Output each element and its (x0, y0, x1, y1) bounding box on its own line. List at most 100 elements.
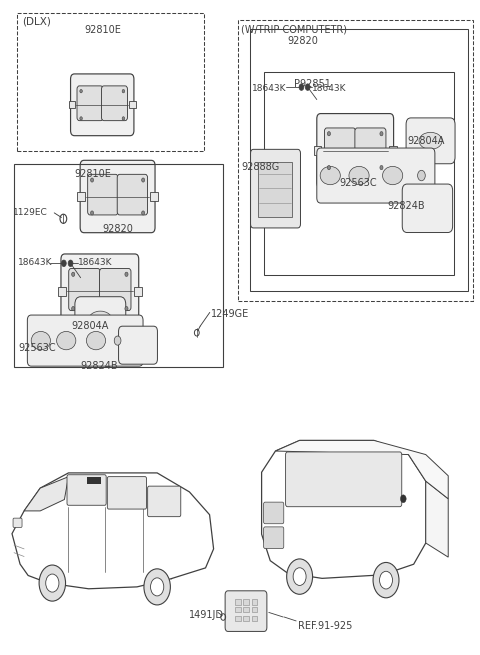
FancyBboxPatch shape (148, 486, 181, 517)
Text: 92824B: 92824B (388, 201, 425, 211)
Text: 18643K: 18643K (252, 84, 286, 93)
Ellipse shape (419, 132, 442, 149)
Polygon shape (426, 481, 448, 557)
Circle shape (327, 166, 331, 170)
Polygon shape (12, 473, 214, 589)
Text: 1491JD: 1491JD (189, 610, 224, 620)
FancyBboxPatch shape (264, 502, 284, 524)
Bar (243, 599, 249, 605)
Circle shape (305, 84, 310, 90)
FancyBboxPatch shape (406, 118, 455, 164)
Circle shape (151, 578, 164, 596)
Bar (130, 102, 135, 108)
Bar (150, 193, 158, 200)
Circle shape (122, 90, 125, 93)
Text: 18643K: 18643K (18, 258, 53, 267)
FancyBboxPatch shape (75, 297, 126, 344)
Polygon shape (276, 440, 448, 499)
Bar (250, 29, 468, 291)
FancyBboxPatch shape (317, 113, 394, 188)
Circle shape (72, 307, 75, 310)
Text: (W/TRIP COMPUTETR): (W/TRIP COMPUTETR) (241, 25, 348, 35)
Circle shape (39, 565, 66, 601)
Circle shape (125, 272, 128, 276)
Ellipse shape (320, 166, 340, 185)
Bar (235, 607, 241, 612)
Circle shape (68, 260, 73, 267)
FancyBboxPatch shape (108, 477, 146, 509)
Circle shape (400, 495, 406, 503)
Circle shape (380, 132, 383, 136)
Bar (252, 616, 257, 621)
Bar (235, 599, 241, 605)
FancyBboxPatch shape (99, 269, 131, 310)
Text: 18643K: 18643K (78, 258, 113, 267)
Bar (389, 147, 396, 155)
Text: 1249GE: 1249GE (211, 309, 250, 319)
Bar (264, 72, 454, 275)
Ellipse shape (31, 331, 50, 350)
FancyBboxPatch shape (251, 149, 300, 228)
FancyBboxPatch shape (88, 174, 118, 215)
Bar (235, 616, 241, 621)
Circle shape (293, 568, 306, 586)
Text: 92563C: 92563C (18, 343, 56, 352)
Bar (69, 102, 75, 108)
Text: (DLX): (DLX) (23, 16, 51, 26)
Circle shape (80, 117, 83, 120)
FancyBboxPatch shape (119, 326, 157, 364)
Polygon shape (24, 477, 69, 511)
Circle shape (144, 569, 170, 605)
Circle shape (142, 178, 144, 182)
Ellipse shape (86, 331, 106, 350)
FancyBboxPatch shape (355, 128, 386, 170)
FancyBboxPatch shape (61, 254, 139, 329)
Text: 92820: 92820 (287, 36, 318, 46)
Circle shape (287, 559, 312, 594)
FancyBboxPatch shape (77, 86, 103, 121)
Circle shape (91, 178, 94, 182)
Circle shape (80, 90, 83, 93)
Bar (17, 13, 204, 151)
Bar (14, 164, 223, 367)
FancyBboxPatch shape (80, 160, 155, 233)
FancyBboxPatch shape (317, 148, 435, 203)
Circle shape (299, 84, 304, 90)
Text: 92563C: 92563C (339, 178, 376, 188)
Bar (314, 147, 322, 155)
FancyBboxPatch shape (225, 591, 267, 631)
Circle shape (327, 132, 331, 136)
Bar (258, 162, 292, 217)
FancyBboxPatch shape (27, 315, 143, 366)
Text: 92804A: 92804A (407, 136, 444, 145)
FancyBboxPatch shape (286, 452, 402, 507)
Text: P92851: P92851 (294, 79, 330, 88)
Bar (252, 607, 257, 612)
FancyBboxPatch shape (101, 86, 128, 121)
FancyBboxPatch shape (71, 74, 134, 136)
Circle shape (61, 260, 66, 267)
FancyBboxPatch shape (67, 475, 106, 505)
Text: 92810E: 92810E (74, 169, 111, 179)
Circle shape (125, 307, 128, 310)
Text: 18643K: 18643K (312, 84, 346, 93)
Bar (134, 287, 142, 296)
Bar (243, 607, 249, 612)
Circle shape (114, 336, 121, 345)
Text: 92888G: 92888G (241, 162, 279, 172)
Circle shape (380, 571, 393, 589)
Text: REF.91-925: REF.91-925 (298, 621, 352, 631)
FancyBboxPatch shape (69, 269, 100, 310)
Text: 92824B: 92824B (81, 361, 118, 371)
FancyBboxPatch shape (402, 184, 453, 233)
FancyBboxPatch shape (264, 527, 284, 548)
Bar (86, 477, 101, 484)
Ellipse shape (349, 166, 369, 185)
Circle shape (72, 272, 75, 276)
Polygon shape (262, 440, 426, 578)
FancyBboxPatch shape (117, 174, 147, 215)
Bar (243, 616, 249, 621)
Bar (58, 287, 66, 296)
Circle shape (373, 563, 399, 598)
Circle shape (122, 117, 125, 120)
